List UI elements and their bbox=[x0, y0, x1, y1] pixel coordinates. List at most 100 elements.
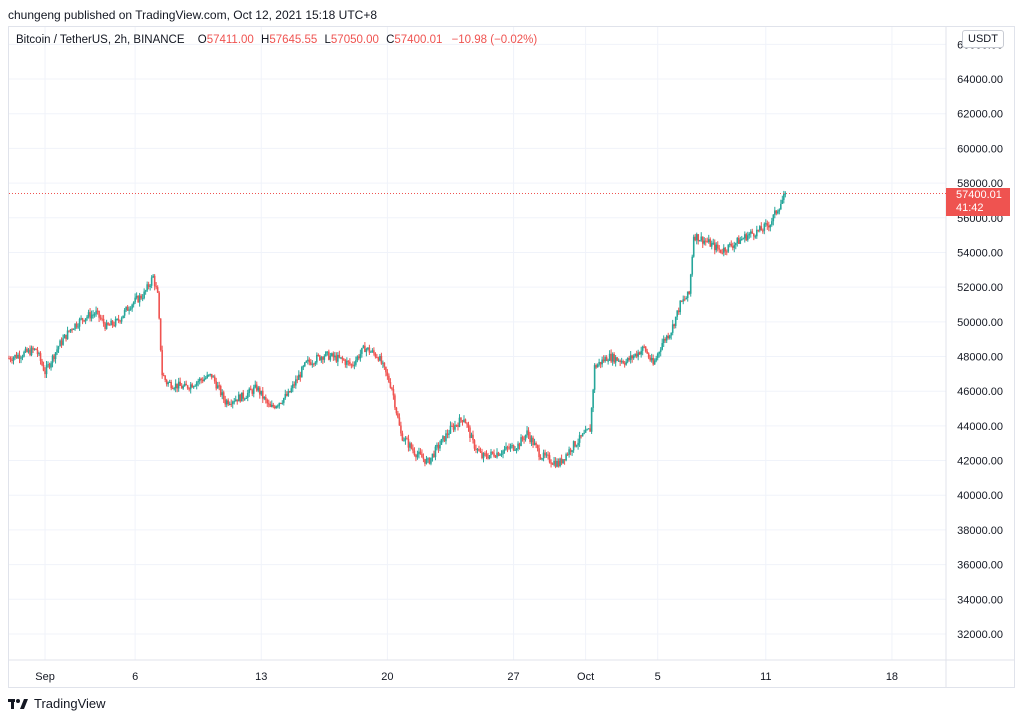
candle-body bbox=[361, 347, 363, 354]
candle-body bbox=[550, 462, 552, 464]
candle-body bbox=[625, 361, 627, 365]
candle-body bbox=[308, 359, 311, 363]
candle-body bbox=[518, 443, 521, 447]
candle-body bbox=[292, 384, 294, 389]
candle-body bbox=[545, 454, 548, 456]
candle-body bbox=[248, 388, 251, 393]
candle-body bbox=[68, 330, 70, 332]
price-tick-label: 38000.00 bbox=[957, 525, 1003, 537]
candle-body bbox=[323, 356, 326, 360]
candle-body bbox=[478, 449, 480, 452]
candle-body bbox=[493, 453, 495, 457]
candle-body bbox=[476, 449, 479, 451]
candle-body bbox=[89, 312, 91, 319]
candle-body bbox=[443, 436, 446, 442]
candle-body bbox=[496, 452, 498, 458]
candle-body bbox=[233, 401, 236, 403]
candle-body bbox=[216, 385, 219, 389]
candle-body bbox=[686, 291, 689, 298]
candle-body bbox=[497, 452, 500, 456]
candle-body bbox=[398, 417, 401, 426]
candle-body bbox=[78, 319, 81, 327]
candle-body bbox=[322, 357, 324, 360]
candle-body bbox=[777, 211, 779, 214]
candle-body bbox=[317, 354, 320, 356]
candle-body bbox=[559, 458, 561, 467]
candle-body bbox=[293, 384, 296, 386]
candle-body bbox=[35, 348, 37, 351]
candle-body bbox=[278, 402, 281, 406]
candle-body bbox=[191, 384, 193, 388]
candle-body bbox=[632, 356, 635, 359]
candle-body bbox=[473, 440, 476, 449]
candle-body bbox=[598, 361, 600, 365]
price-tick-label: 54000.00 bbox=[957, 247, 1003, 259]
candle-body bbox=[249, 388, 252, 391]
candle-body bbox=[511, 444, 513, 447]
publisher-caption: chungeng published on TradingView.com, O… bbox=[8, 8, 378, 22]
candle-body bbox=[737, 237, 740, 244]
candle-body bbox=[263, 397, 266, 399]
candle-body bbox=[27, 349, 30, 353]
candle-body bbox=[204, 377, 207, 379]
candle-body bbox=[57, 346, 60, 350]
candle-body bbox=[269, 404, 272, 407]
candle-body bbox=[314, 362, 317, 365]
candle-body bbox=[661, 343, 663, 350]
candle-body bbox=[113, 325, 115, 327]
chart-grid bbox=[9, 27, 946, 660]
close-label: C bbox=[386, 34, 395, 46]
candle-body bbox=[713, 242, 716, 251]
footer-brand[interactable]: TradingView bbox=[8, 696, 106, 711]
candle-body bbox=[556, 460, 558, 467]
candle-body bbox=[517, 443, 519, 449]
candle-body bbox=[541, 458, 543, 460]
candle-body bbox=[674, 316, 677, 326]
change-value: −10.98 (−0.02%) bbox=[451, 34, 538, 46]
candle-body bbox=[261, 390, 264, 399]
price-tick-label: 32000.00 bbox=[957, 629, 1003, 641]
candle-body bbox=[32, 347, 34, 350]
candle-body bbox=[338, 354, 341, 358]
candle-body bbox=[54, 352, 57, 360]
candle-body bbox=[569, 449, 572, 452]
candle-body bbox=[231, 401, 234, 405]
candle-body bbox=[242, 392, 245, 399]
candle-body bbox=[301, 367, 303, 378]
candle-body bbox=[608, 353, 611, 361]
currency-unit-button[interactable]: USDT bbox=[962, 30, 1004, 48]
candle-body bbox=[299, 374, 302, 378]
price-tick-label: 58000.00 bbox=[957, 178, 1003, 190]
candle-body bbox=[105, 322, 108, 329]
candle-series bbox=[8, 190, 787, 469]
price-tick-label: 44000.00 bbox=[957, 421, 1003, 433]
candle-body bbox=[586, 429, 588, 431]
candle-body bbox=[565, 454, 567, 461]
candle-body bbox=[428, 458, 431, 464]
candle-body bbox=[310, 362, 312, 365]
candle-body bbox=[548, 455, 551, 463]
candle-body bbox=[290, 388, 293, 393]
candle-body bbox=[575, 445, 578, 447]
candle-body bbox=[466, 423, 468, 425]
candle-body bbox=[179, 381, 181, 386]
candle-body bbox=[282, 398, 285, 403]
low-value: 57050.00 bbox=[330, 34, 379, 46]
candle-body bbox=[386, 372, 389, 376]
candle-body bbox=[695, 234, 698, 241]
candle-body bbox=[745, 234, 748, 241]
candle-body bbox=[132, 302, 135, 305]
candle-body bbox=[769, 224, 772, 228]
candle-body bbox=[41, 360, 43, 366]
candle-body bbox=[605, 357, 608, 362]
candle-body bbox=[239, 394, 242, 402]
candle-body bbox=[183, 383, 186, 387]
candle-body bbox=[93, 314, 96, 316]
candle-body bbox=[455, 424, 458, 426]
candle-body bbox=[332, 353, 335, 358]
candle-body bbox=[264, 397, 267, 400]
candle-body bbox=[167, 382, 169, 385]
candle-body bbox=[171, 388, 174, 390]
candle-body bbox=[734, 243, 737, 246]
